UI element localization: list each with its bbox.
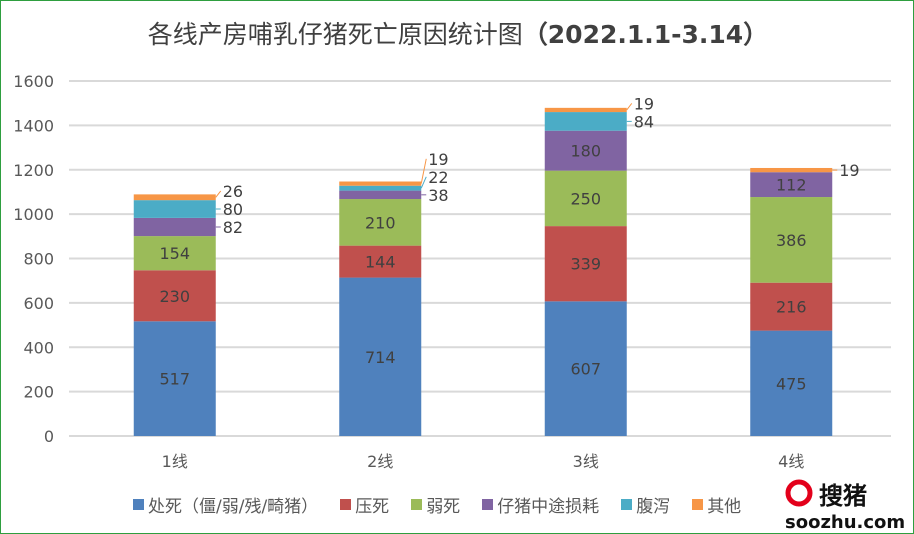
data-label: 475 (776, 374, 807, 393)
data-label: 216 (776, 298, 807, 317)
data-label: 607 (570, 360, 601, 379)
data-label: 80 (223, 200, 243, 219)
bar-segment (339, 199, 422, 246)
bar-segment (750, 167, 833, 173)
bar-segment (750, 330, 833, 436)
watermark-logo: 搜猪 soozhu.com (785, 479, 905, 533)
x-tick-label: 3线 (573, 452, 599, 471)
legend-item: 仔猪中途损耗 (482, 492, 599, 517)
bar-segment (544, 226, 627, 302)
data-label-leader (215, 190, 222, 198)
legend-label: 其他 (707, 497, 742, 517)
legend-swatch (621, 499, 633, 510)
data-label: 19 (634, 94, 654, 113)
bar-segment (544, 170, 627, 227)
data-label: 82 (223, 218, 243, 237)
legend-swatch (692, 499, 704, 510)
data-label: 339 (570, 255, 601, 274)
bar-segment (544, 301, 627, 436)
data-label: 180 (570, 142, 601, 161)
legend-label: 压死 (355, 497, 390, 517)
data-label: 84 (634, 112, 654, 131)
bar-segment (544, 107, 627, 113)
legend-item: 弱死 (411, 492, 460, 517)
bar-segment (750, 197, 833, 283)
legend-item: 腹泻 (621, 492, 670, 517)
y-tick-label: 800 (23, 250, 54, 269)
data-label: 112 (776, 176, 807, 195)
y-tick-label: 200 (23, 383, 54, 402)
legend: 处死（僵/弱/残/畸猪） 压死 弱死 仔猪中途损耗 腹泻 其他 (133, 492, 741, 517)
data-label-leader (626, 103, 633, 111)
y-tick-label: 1400 (13, 116, 54, 135)
legend-swatch (411, 499, 423, 510)
legend-item: 压死 (340, 492, 389, 517)
bar-segment (750, 172, 833, 198)
legend-swatch (133, 499, 144, 510)
data-label: 19 (839, 161, 859, 180)
data-label: 517 (159, 370, 190, 389)
legend-label: 腹泻 (636, 497, 671, 517)
y-tick-label: 1000 (13, 205, 54, 224)
bar-segment (133, 194, 216, 201)
data-label: 26 (223, 182, 243, 201)
watermark-logo-text: 搜猪 (819, 481, 867, 510)
bar-segment (339, 185, 422, 191)
bar-segment (339, 245, 422, 278)
legend-label: 弱死 (426, 497, 461, 517)
data-label-leader (420, 158, 427, 184)
legend-label: 处死（僵/弱/残/畸猪） (148, 497, 319, 517)
bar-segment (339, 181, 422, 186)
x-tick-label: 1线 (162, 452, 188, 471)
bar-segment (133, 236, 216, 271)
data-label: 250 (570, 189, 601, 208)
y-tick-label: 400 (23, 338, 54, 357)
data-label: 38 (428, 186, 448, 205)
data-label: 714 (365, 348, 396, 367)
data-label: 230 (159, 287, 190, 306)
x-tick-label: 4线 (778, 452, 804, 471)
bar-segment (544, 112, 627, 131)
bar-segment (339, 190, 422, 200)
bar-segment (544, 130, 627, 171)
data-label-leader (420, 176, 427, 189)
legend-swatch (482, 499, 494, 510)
watermark-swirl-icon (785, 479, 813, 507)
chart-title: 各线产房哺乳仔猪死亡原因统计图（2022.1.1-3.14） (1, 15, 913, 51)
bar-segment (750, 282, 833, 331)
data-label: 22 (428, 168, 448, 187)
legend-item: 其他 (692, 492, 741, 517)
data-label: 144 (365, 253, 396, 272)
legend-swatch (340, 499, 352, 510)
data-label: 210 (365, 213, 396, 232)
data-label: 386 (776, 231, 807, 250)
bar-segment (133, 200, 216, 218)
bar-segment (133, 321, 216, 436)
y-tick-label: 1200 (13, 161, 54, 180)
x-tick-label: 2线 (367, 452, 393, 471)
legend-item: 处死（僵/弱/残/畸猪） (133, 492, 318, 517)
legend-label: 仔猪中途损耗 (497, 497, 600, 517)
bar-segment (133, 270, 216, 322)
y-tick-label: 600 (23, 294, 54, 313)
data-label: 154 (159, 244, 190, 263)
bar-segment (133, 217, 216, 237)
title-date-range: （2022.1.1-3.14） (522, 20, 769, 49)
y-tick-label: 1600 (13, 72, 54, 91)
watermark-url: soozhu.com (785, 512, 905, 533)
title-main: 各线产房哺乳仔猪死亡原因统计图 (147, 20, 523, 49)
data-label: 19 (428, 150, 448, 169)
y-tick-label: 0 (44, 427, 54, 446)
bar-segment (339, 277, 422, 436)
